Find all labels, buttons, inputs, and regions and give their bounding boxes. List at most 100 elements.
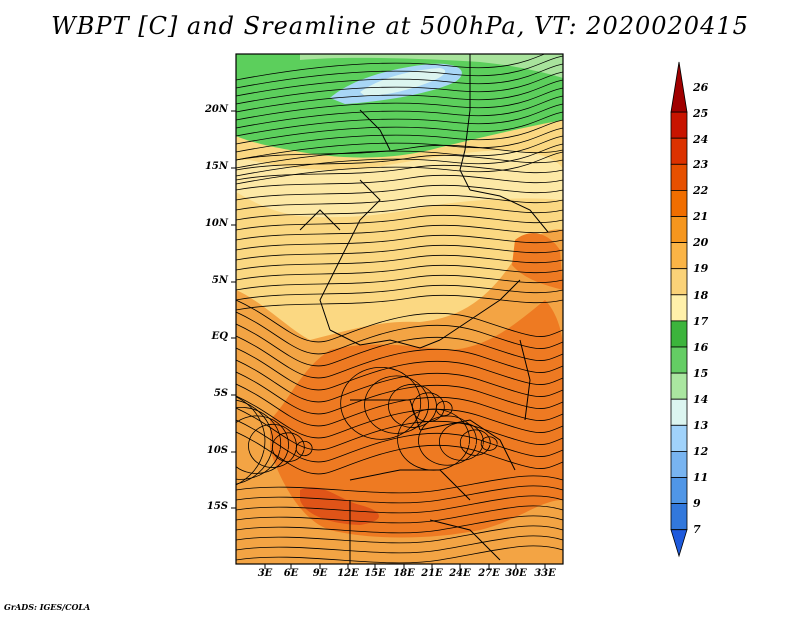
streamline (236, 495, 563, 514)
streamline (236, 79, 563, 113)
colorbar-swatch (670, 424, 688, 452)
streamline (236, 415, 289, 474)
streamline (411, 392, 445, 422)
colorbar-label-7: 7 (693, 523, 701, 536)
field-region-lightyellow (236, 150, 563, 218)
colorbar-swatch (670, 189, 688, 217)
streamline (397, 408, 470, 471)
colorbar-label-13: 13 (693, 419, 709, 432)
streamline (236, 395, 563, 439)
lat-label-20n: 20N (204, 104, 228, 115)
streamline (236, 311, 563, 355)
streamline (438, 422, 484, 461)
colorbar-label-24: 24 (693, 133, 709, 146)
colorbar-swatch (670, 268, 688, 296)
colorbar-label-17: 17 (693, 315, 709, 328)
streamline (236, 396, 266, 486)
lon-label-6e: 6E (283, 568, 299, 579)
colorbar-swatch (670, 61, 688, 113)
colorbar-label-18: 18 (693, 289, 709, 302)
streamline (236, 475, 563, 494)
colorbar-label-22: 22 (693, 184, 709, 197)
wbpt-field (236, 54, 563, 564)
colorbar-swatch (670, 242, 688, 270)
lon-label-30e: 30E (505, 568, 527, 579)
streamline (236, 419, 563, 463)
streamline (236, 195, 563, 211)
streamline (480, 436, 498, 451)
streamline (388, 383, 437, 428)
streamline (236, 87, 563, 121)
colorbar-label-16: 16 (693, 341, 709, 354)
streamline (459, 429, 491, 456)
lon-label-15e: 15E (364, 568, 386, 579)
colorbar-swatch (670, 450, 688, 478)
streamline (236, 525, 563, 544)
streamline (236, 399, 274, 485)
colorbar-swatch (670, 216, 688, 244)
streamline (248, 423, 297, 468)
lon-label-21e: 21E (421, 568, 443, 579)
colorbar-label-23: 23 (693, 158, 709, 171)
streamline (236, 185, 563, 201)
streamline (236, 135, 563, 169)
streamline (236, 535, 563, 554)
lon-label-9e: 9E (312, 568, 328, 579)
streamline (236, 71, 563, 105)
streamline (236, 235, 563, 251)
colorbar-swatch (670, 477, 688, 505)
streamline (236, 285, 563, 301)
streamline (236, 63, 563, 97)
colorbar-swatch (670, 398, 688, 426)
streamline (236, 165, 563, 181)
streamline (236, 359, 563, 403)
streamline (236, 295, 563, 311)
colorbar-swatch (670, 163, 688, 191)
streamline (236, 515, 563, 534)
map-title: WBPT [C] and Sreamline at 500hPa, VT: 20… (51, 12, 749, 40)
colorbar-swatch (670, 320, 688, 348)
lat-label-10s: 10S (206, 445, 228, 456)
grads-footer: GrADS: IGES/COLA (4, 602, 91, 612)
streamline (236, 545, 563, 564)
streamline (236, 145, 563, 161)
colorbar-label-25: 25 (693, 107, 709, 120)
streamlines (236, 54, 563, 564)
colorbar-swatch (670, 503, 688, 531)
colorbar-label-9: 9 (693, 497, 701, 510)
streamline (236, 323, 563, 367)
colorbar-swatch (670, 346, 688, 374)
field-region-orange-east (512, 233, 563, 290)
streamline (236, 111, 563, 145)
streamline (236, 371, 563, 415)
streamline (236, 215, 563, 231)
lat-label-5n: 5N (211, 275, 228, 286)
streamline (236, 103, 563, 137)
colorbar-label-12: 12 (693, 445, 709, 458)
country-borders (236, 54, 549, 564)
streamline (236, 265, 563, 281)
streamline (236, 155, 563, 171)
streamline (236, 119, 563, 153)
lat-label-15n: 15N (204, 161, 228, 172)
streamline (236, 95, 563, 129)
streamline (340, 367, 422, 440)
streamline (236, 335, 563, 379)
streamline (236, 485, 563, 504)
colorbar-label-19: 19 (693, 262, 709, 275)
field-region-paleblue (360, 68, 446, 96)
streamline (418, 415, 477, 466)
streamline (236, 407, 563, 451)
lat-label-10n: 10N (204, 218, 228, 229)
streamline (236, 54, 546, 81)
lon-label-27e: 27E (478, 568, 500, 579)
lon-label-24e: 24E (449, 568, 471, 579)
colorbar (670, 61, 688, 558)
lon-label-33e: 33E (534, 568, 556, 579)
map-frame (235, 53, 564, 565)
colorbar-label-11: 11 (693, 471, 709, 484)
axis-ticks (231, 110, 546, 569)
field-region-lightgreen (300, 54, 563, 78)
streamline (236, 175, 563, 191)
lon-label-18e: 18E (393, 568, 415, 579)
